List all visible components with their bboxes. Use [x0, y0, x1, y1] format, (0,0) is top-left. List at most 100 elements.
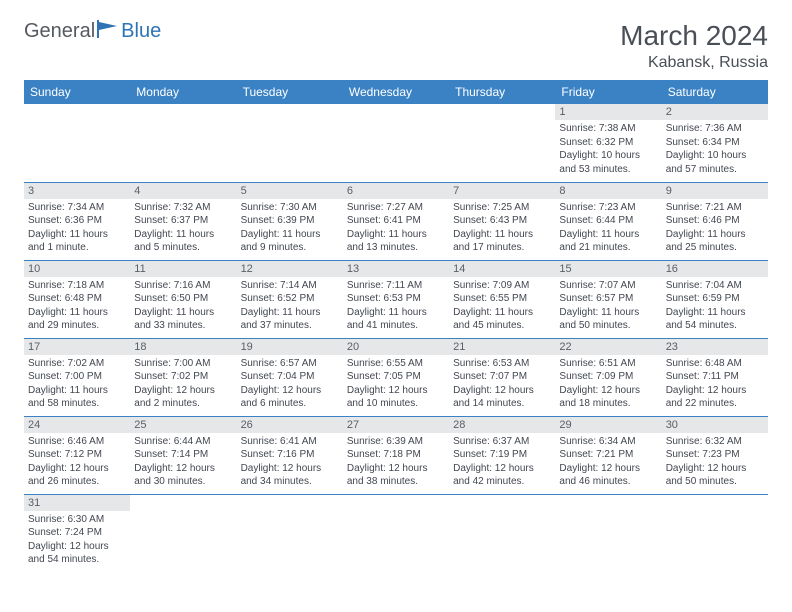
day-body: Sunrise: 7:00 AMSunset: 7:02 PMDaylight:…	[130, 355, 236, 415]
day-body: Sunrise: 7:23 AMSunset: 6:44 PMDaylight:…	[555, 199, 661, 259]
day-body: Sunrise: 6:44 AMSunset: 7:14 PMDaylight:…	[130, 433, 236, 493]
day-number: 16	[662, 261, 768, 277]
day-cell: 22Sunrise: 6:51 AMSunset: 7:09 PMDayligh…	[555, 338, 661, 416]
day-cell: 26Sunrise: 6:41 AMSunset: 7:16 PMDayligh…	[237, 416, 343, 494]
day-header-row: Sunday Monday Tuesday Wednesday Thursday…	[24, 80, 768, 104]
daylight-text: Daylight: 11 hours and 29 minutes.	[28, 306, 126, 333]
day-cell: 31Sunrise: 6:30 AMSunset: 7:24 PMDayligh…	[24, 494, 130, 572]
day-number: 30	[662, 417, 768, 433]
sunrise-text: Sunrise: 7:14 AM	[241, 279, 339, 293]
day-body: Sunrise: 6:51 AMSunset: 7:09 PMDaylight:…	[555, 355, 661, 415]
sunset-text: Sunset: 7:23 PM	[666, 448, 764, 462]
day-number: 4	[130, 183, 236, 199]
month-title: March 2024	[620, 20, 768, 52]
sunset-text: Sunset: 6:50 PM	[134, 292, 232, 306]
day-number: 20	[343, 339, 449, 355]
day-cell: 4Sunrise: 7:32 AMSunset: 6:37 PMDaylight…	[130, 182, 236, 260]
sunset-text: Sunset: 7:05 PM	[347, 370, 445, 384]
day-body: Sunrise: 7:32 AMSunset: 6:37 PMDaylight:…	[130, 199, 236, 259]
sunset-text: Sunset: 7:02 PM	[134, 370, 232, 384]
day-number: 11	[130, 261, 236, 277]
sunrise-text: Sunrise: 6:44 AM	[134, 435, 232, 449]
day-cell	[662, 494, 768, 572]
title-block: March 2024 Kabansk, Russia	[620, 20, 768, 72]
sunrise-text: Sunrise: 6:32 AM	[666, 435, 764, 449]
day-cell	[24, 104, 130, 182]
day-header: Wednesday	[343, 80, 449, 104]
day-cell: 13Sunrise: 7:11 AMSunset: 6:53 PMDayligh…	[343, 260, 449, 338]
daylight-text: Daylight: 12 hours and 14 minutes.	[453, 384, 551, 411]
week-row: 17Sunrise: 7:02 AMSunset: 7:00 PMDayligh…	[24, 338, 768, 416]
day-number: 22	[555, 339, 661, 355]
day-body: Sunrise: 6:34 AMSunset: 7:21 PMDaylight:…	[555, 433, 661, 493]
day-cell: 15Sunrise: 7:07 AMSunset: 6:57 PMDayligh…	[555, 260, 661, 338]
day-number: 19	[237, 339, 343, 355]
day-body: Sunrise: 7:16 AMSunset: 6:50 PMDaylight:…	[130, 277, 236, 337]
logo-text-general: General	[24, 20, 95, 43]
daylight-text: Daylight: 12 hours and 2 minutes.	[134, 384, 232, 411]
day-cell: 20Sunrise: 6:55 AMSunset: 7:05 PMDayligh…	[343, 338, 449, 416]
sunrise-text: Sunrise: 7:11 AM	[347, 279, 445, 293]
day-number: 26	[237, 417, 343, 433]
day-body: Sunrise: 7:25 AMSunset: 6:43 PMDaylight:…	[449, 199, 555, 259]
sunrise-text: Sunrise: 6:53 AM	[453, 357, 551, 371]
day-body: Sunrise: 7:36 AMSunset: 6:34 PMDaylight:…	[662, 120, 768, 180]
day-number: 7	[449, 183, 555, 199]
day-body: Sunrise: 6:32 AMSunset: 7:23 PMDaylight:…	[662, 433, 768, 493]
daylight-text: Daylight: 12 hours and 38 minutes.	[347, 462, 445, 489]
sunrise-text: Sunrise: 7:25 AM	[453, 201, 551, 215]
daylight-text: Daylight: 12 hours and 54 minutes.	[28, 540, 126, 567]
day-cell: 14Sunrise: 7:09 AMSunset: 6:55 PMDayligh…	[449, 260, 555, 338]
sunset-text: Sunset: 7:21 PM	[559, 448, 657, 462]
day-body: Sunrise: 6:39 AMSunset: 7:18 PMDaylight:…	[343, 433, 449, 493]
daylight-text: Daylight: 11 hours and 37 minutes.	[241, 306, 339, 333]
day-body: Sunrise: 7:09 AMSunset: 6:55 PMDaylight:…	[449, 277, 555, 337]
day-header: Saturday	[662, 80, 768, 104]
daylight-text: Daylight: 12 hours and 18 minutes.	[559, 384, 657, 411]
sunset-text: Sunset: 6:44 PM	[559, 214, 657, 228]
sunrise-text: Sunrise: 7:21 AM	[666, 201, 764, 215]
day-cell: 11Sunrise: 7:16 AMSunset: 6:50 PMDayligh…	[130, 260, 236, 338]
day-cell	[130, 104, 236, 182]
day-cell: 8Sunrise: 7:23 AMSunset: 6:44 PMDaylight…	[555, 182, 661, 260]
sunset-text: Sunset: 7:12 PM	[28, 448, 126, 462]
day-number: 12	[237, 261, 343, 277]
day-body: Sunrise: 7:38 AMSunset: 6:32 PMDaylight:…	[555, 120, 661, 180]
day-cell	[343, 104, 449, 182]
sunset-text: Sunset: 7:19 PM	[453, 448, 551, 462]
sunrise-text: Sunrise: 7:09 AM	[453, 279, 551, 293]
calendar-table: Sunday Monday Tuesday Wednesday Thursday…	[24, 80, 768, 572]
day-cell	[343, 494, 449, 572]
logo: General Blue	[24, 20, 161, 43]
day-body: Sunrise: 7:34 AMSunset: 6:36 PMDaylight:…	[24, 199, 130, 259]
daylight-text: Daylight: 10 hours and 57 minutes.	[666, 149, 764, 176]
day-cell: 25Sunrise: 6:44 AMSunset: 7:14 PMDayligh…	[130, 416, 236, 494]
day-body: Sunrise: 6:57 AMSunset: 7:04 PMDaylight:…	[237, 355, 343, 415]
day-cell: 17Sunrise: 7:02 AMSunset: 7:00 PMDayligh…	[24, 338, 130, 416]
day-number: 23	[662, 339, 768, 355]
sunset-text: Sunset: 7:09 PM	[559, 370, 657, 384]
day-number: 24	[24, 417, 130, 433]
day-cell: 18Sunrise: 7:00 AMSunset: 7:02 PMDayligh…	[130, 338, 236, 416]
day-cell	[237, 494, 343, 572]
daylight-text: Daylight: 10 hours and 53 minutes.	[559, 149, 657, 176]
day-number: 14	[449, 261, 555, 277]
sunrise-text: Sunrise: 6:41 AM	[241, 435, 339, 449]
day-number: 15	[555, 261, 661, 277]
sunset-text: Sunset: 6:57 PM	[559, 292, 657, 306]
day-body: Sunrise: 6:55 AMSunset: 7:05 PMDaylight:…	[343, 355, 449, 415]
day-number: 9	[662, 183, 768, 199]
day-body: Sunrise: 7:04 AMSunset: 6:59 PMDaylight:…	[662, 277, 768, 337]
day-number: 13	[343, 261, 449, 277]
logo-text-blue: Blue	[121, 20, 161, 43]
day-cell	[130, 494, 236, 572]
sunset-text: Sunset: 6:39 PM	[241, 214, 339, 228]
sunrise-text: Sunrise: 7:36 AM	[666, 122, 764, 136]
sunset-text: Sunset: 6:59 PM	[666, 292, 764, 306]
day-body: Sunrise: 7:21 AMSunset: 6:46 PMDaylight:…	[662, 199, 768, 259]
day-cell: 29Sunrise: 6:34 AMSunset: 7:21 PMDayligh…	[555, 416, 661, 494]
sunset-text: Sunset: 6:41 PM	[347, 214, 445, 228]
daylight-text: Daylight: 11 hours and 41 minutes.	[347, 306, 445, 333]
day-cell: 1Sunrise: 7:38 AMSunset: 6:32 PMDaylight…	[555, 104, 661, 182]
sunrise-text: Sunrise: 6:55 AM	[347, 357, 445, 371]
